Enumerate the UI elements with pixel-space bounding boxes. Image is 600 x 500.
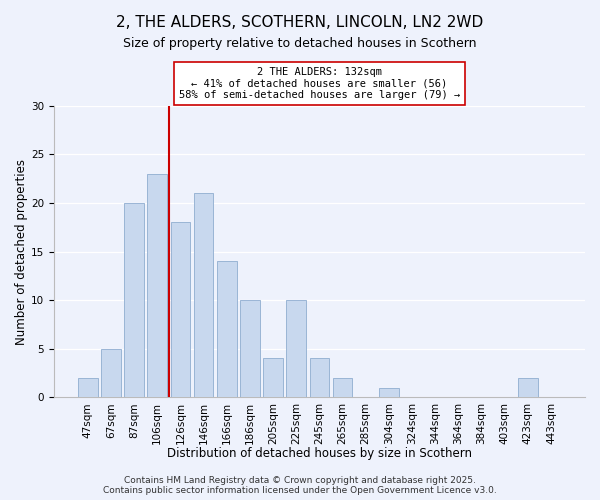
Bar (170, 222, 190, 397)
Text: 2, THE ALDERS, SCOTHERN, LINCOLN, LN2 2WD: 2, THE ALDERS, SCOTHERN, LINCOLN, LN2 2W… (116, 15, 484, 30)
Bar (332, 378, 352, 397)
Bar (78, 378, 98, 397)
Bar (148, 174, 167, 397)
Bar (194, 194, 214, 397)
Bar (379, 388, 399, 397)
Bar (240, 300, 260, 397)
Text: Contains HM Land Registry data © Crown copyright and database right 2025.
Contai: Contains HM Land Registry data © Crown c… (103, 476, 497, 495)
Bar (518, 378, 538, 397)
Bar (124, 203, 144, 397)
X-axis label: Distribution of detached houses by size in Scothern: Distribution of detached houses by size … (167, 447, 472, 460)
Bar (217, 262, 236, 397)
Bar (286, 300, 306, 397)
Text: 2 THE ALDERS: 132sqm
← 41% of detached houses are smaller (56)
58% of semi-detac: 2 THE ALDERS: 132sqm ← 41% of detached h… (179, 67, 460, 100)
Bar (310, 358, 329, 397)
Text: Size of property relative to detached houses in Scothern: Size of property relative to detached ho… (123, 38, 477, 51)
Bar (101, 348, 121, 397)
Y-axis label: Number of detached properties: Number of detached properties (15, 158, 28, 344)
Bar (263, 358, 283, 397)
